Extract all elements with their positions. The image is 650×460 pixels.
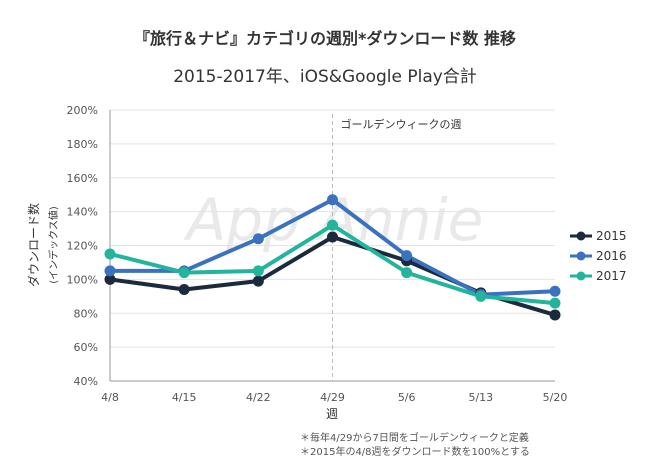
y-tick-label: 120% xyxy=(67,240,98,253)
legend-marker-2017 xyxy=(576,271,586,281)
x-tick-label: 4/29 xyxy=(320,391,345,404)
y-tick-label: 80% xyxy=(74,307,98,320)
data-point-2017 xyxy=(327,219,338,231)
data-point-2016 xyxy=(401,250,413,262)
y-tick-label: 160% xyxy=(67,172,98,185)
golden-week-annotation: ゴールデンウィークの週 xyxy=(341,117,462,131)
legend-marker-2015 xyxy=(576,231,586,241)
x-tick-label: 5/13 xyxy=(468,391,493,404)
x-axis-label: 週 xyxy=(326,407,338,421)
legend-label-2017: 2017 xyxy=(596,269,627,283)
chart-subtitle: 2015-2017年、iOS&Google Play合計 xyxy=(173,67,477,87)
y-tick-label: 60% xyxy=(74,341,98,354)
y-tick-label: 140% xyxy=(67,206,98,219)
x-tick-label: 4/22 xyxy=(246,391,271,404)
y-tick-label: 180% xyxy=(67,138,98,151)
chart-title: 『旅行＆ナビ』カテゴリの週別*ダウンロード数 推移 xyxy=(134,29,516,48)
series-group xyxy=(104,194,561,321)
legend-label-2015: 2015 xyxy=(596,229,627,243)
data-point-2015 xyxy=(178,284,190,296)
footnote-2: ＊2015年の4/8週をダウンロード数を100%とする xyxy=(300,445,530,458)
data-point-2015 xyxy=(252,275,264,287)
legend: 2015 2016 2017 xyxy=(570,229,627,283)
y-axis-label: ダウンロード数 xyxy=(26,203,41,287)
legend-label-2016: 2016 xyxy=(596,249,627,263)
data-point-2016 xyxy=(327,194,338,206)
x-tick-label: 5/20 xyxy=(543,391,568,404)
y-axis-sublabel: (インデックス値) xyxy=(47,206,60,284)
y-tick-label: 200% xyxy=(67,104,98,117)
data-point-2016 xyxy=(104,265,116,277)
data-point-2017 xyxy=(475,290,487,302)
y-axis-ticks: 40% 60% 80% 100% 120% 140% 160% 180% 200% xyxy=(67,104,98,388)
data-point-2017 xyxy=(104,248,116,260)
x-tick-label: 4/8 xyxy=(101,391,119,404)
data-point-2015 xyxy=(104,273,116,285)
footnote-1: ＊毎年4/29から7日間をゴールデンウィークと定義 xyxy=(300,431,529,444)
y-tick-label: 40% xyxy=(74,375,98,388)
data-point-2017 xyxy=(401,267,413,279)
data-point-2016 xyxy=(252,233,264,245)
x-axis-ticks: 4/8 4/15 4/22 4/29 5/6 5/13 5/20 xyxy=(101,391,567,404)
y-tick-label: 100% xyxy=(67,273,98,286)
data-point-2015 xyxy=(549,309,561,321)
data-point-2017 xyxy=(178,267,190,279)
data-point-2017 xyxy=(549,297,561,309)
x-tick-label: 4/15 xyxy=(172,391,197,404)
data-point-2015 xyxy=(327,231,338,243)
data-point-2016 xyxy=(549,285,561,297)
legend-marker-2016 xyxy=(576,251,586,261)
x-tick-label: 5/6 xyxy=(398,391,416,404)
data-point-2017 xyxy=(252,265,264,277)
